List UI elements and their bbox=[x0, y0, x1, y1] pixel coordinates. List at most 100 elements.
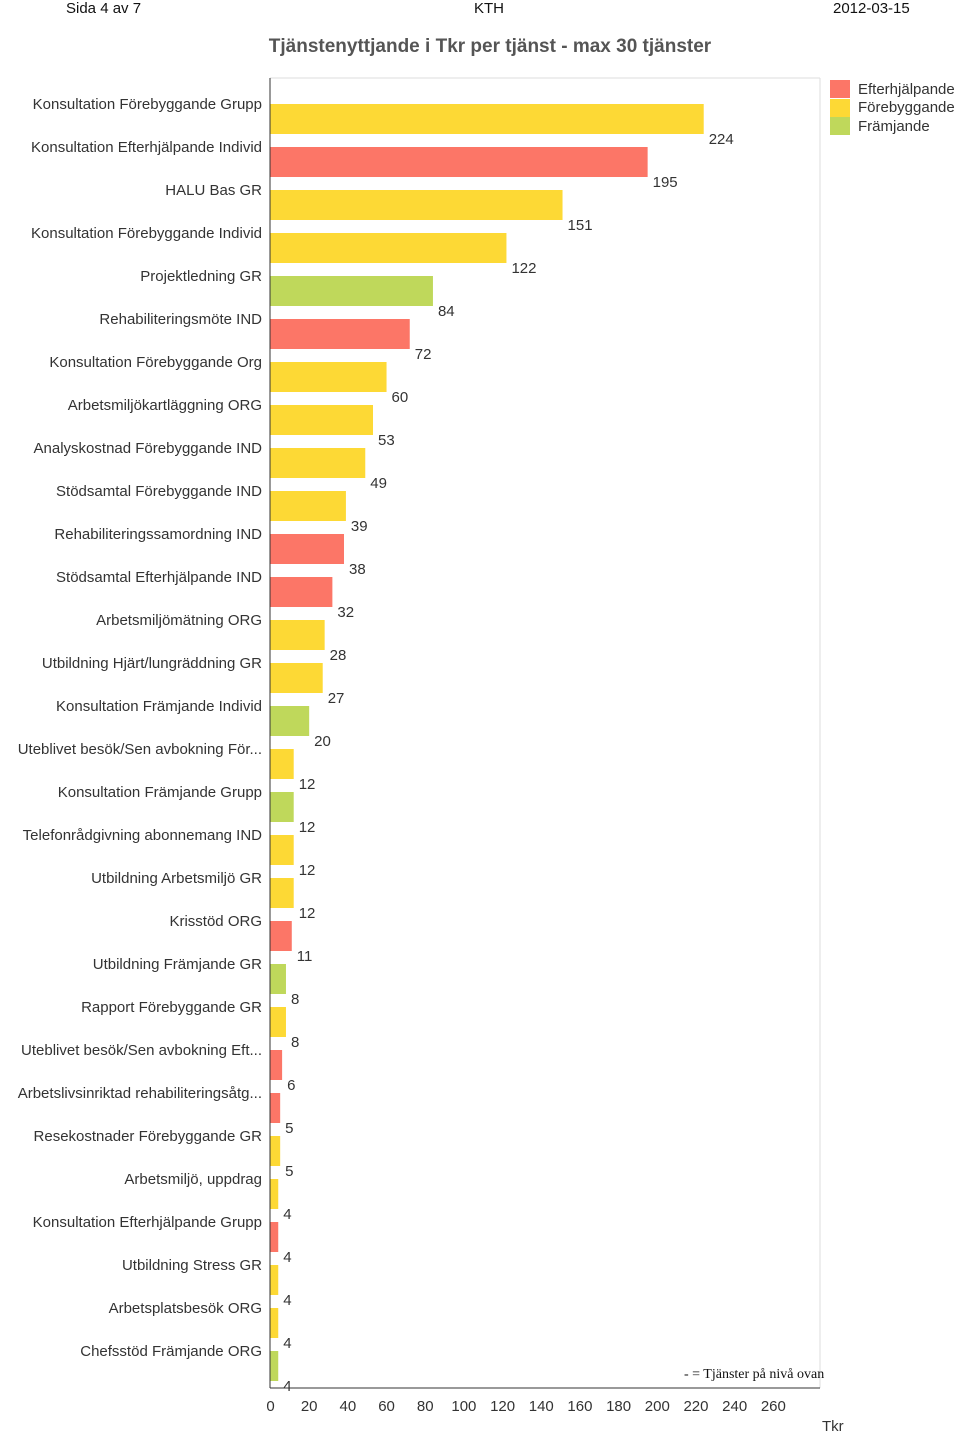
bar-category-label: Arbetsplatsbesök ORG bbox=[109, 1300, 262, 1317]
x-tick-label: 100 bbox=[451, 1398, 476, 1415]
x-tick-label: 20 bbox=[301, 1398, 318, 1415]
page-number: Sida 4 av 7 bbox=[66, 0, 142, 17]
bar-value-label: 53 bbox=[378, 432, 395, 449]
chart-legend: Efterhjälpande Förebyggande Främjande bbox=[830, 80, 955, 136]
organization-name: KTH bbox=[474, 0, 504, 17]
bar-category-label: Rehabiliteringsmöte IND bbox=[99, 311, 262, 328]
bar-value-label: 20 bbox=[314, 733, 331, 750]
bar-category-label: Konsultation Förebyggande Individ bbox=[31, 225, 262, 242]
bar-value-label: 5 bbox=[285, 1163, 293, 1180]
bar-category-label: Analyskostnad Förebyggande IND bbox=[34, 440, 263, 457]
bar bbox=[270, 448, 366, 478]
bar bbox=[270, 749, 294, 779]
bar bbox=[270, 878, 294, 908]
bar-category-label: Rehabiliteringssamordning IND bbox=[54, 526, 262, 543]
bar-category-label: Uteblivet besök/Sen avbokning För... bbox=[18, 741, 262, 758]
bar bbox=[270, 104, 704, 134]
bar-value-label: 122 bbox=[511, 260, 536, 277]
bar-category-label: Konsultation Förebyggande Grupp bbox=[33, 96, 262, 113]
bar-category-label: Arbetslivsinriktad rehabiliteringsåtg... bbox=[18, 1085, 262, 1102]
x-tick-label: 240 bbox=[722, 1398, 747, 1415]
legend-item: Efterhjälpande bbox=[830, 80, 955, 99]
bar bbox=[270, 792, 294, 822]
bar bbox=[270, 1351, 279, 1381]
x-tick-label: 180 bbox=[606, 1398, 631, 1415]
bar-value-label: 38 bbox=[349, 561, 366, 578]
bar-value-label: 12 bbox=[299, 819, 316, 836]
x-tick-label: 140 bbox=[529, 1398, 554, 1415]
bar-value-label: 224 bbox=[709, 131, 734, 148]
x-axis-label: Tkr bbox=[822, 1418, 844, 1435]
x-tick-label: 0 bbox=[266, 1398, 274, 1415]
bar-value-label: 4 bbox=[283, 1206, 291, 1223]
bar-category-label: Utbildning Främjande GR bbox=[93, 956, 262, 973]
x-tick-label: 160 bbox=[567, 1398, 592, 1415]
bar bbox=[270, 1308, 279, 1338]
bar-value-label: 195 bbox=[653, 174, 678, 191]
bar-category-label: Utbildning Arbetsmiljö GR bbox=[91, 870, 262, 887]
x-tick-label: 120 bbox=[490, 1398, 515, 1415]
bar bbox=[270, 1222, 279, 1252]
bar bbox=[270, 233, 507, 263]
bar bbox=[270, 663, 323, 693]
bar bbox=[270, 491, 346, 521]
legend-swatch bbox=[830, 98, 850, 117]
x-tick-label: 40 bbox=[340, 1398, 357, 1415]
bar bbox=[270, 1136, 281, 1166]
bar-value-label: 151 bbox=[568, 217, 593, 234]
bar bbox=[270, 706, 310, 736]
bar-category-label: Telefonrådgivning abonnemang IND bbox=[23, 827, 262, 844]
legend-label: Främjande bbox=[858, 117, 930, 135]
bar-category-label: Rapport Förebyggande GR bbox=[81, 999, 262, 1016]
bar-value-label: 4 bbox=[283, 1378, 291, 1395]
report-date: 2012-03-15 bbox=[833, 0, 910, 17]
bar-value-label: 60 bbox=[392, 389, 409, 406]
bar bbox=[270, 276, 433, 306]
x-tick-label: 200 bbox=[645, 1398, 670, 1415]
bar-category-label: Krisstöd ORG bbox=[169, 913, 262, 930]
bar bbox=[270, 1265, 279, 1295]
bar-value-label: 11 bbox=[297, 948, 313, 965]
bar-category-label: Uteblivet besök/Sen avbokning Eft... bbox=[21, 1042, 262, 1059]
bar bbox=[270, 620, 325, 650]
bar bbox=[270, 534, 344, 564]
bar-value-label: 4 bbox=[283, 1335, 291, 1352]
x-tick-label: 220 bbox=[683, 1398, 708, 1415]
bar-value-label: 49 bbox=[370, 475, 387, 492]
bar-category-label: Utbildning Hjärt/lungräddning GR bbox=[42, 655, 262, 672]
bar-value-label: 32 bbox=[337, 604, 354, 621]
x-tick-label: 260 bbox=[761, 1398, 786, 1415]
bar bbox=[270, 362, 387, 392]
bar bbox=[270, 835, 294, 865]
bar-category-label: Konsultation Efterhjälpande Individ bbox=[31, 139, 262, 156]
bar-value-label: 28 bbox=[330, 647, 347, 664]
chart-title: Tjänstenyttjande i Tkr per tjänst - max … bbox=[268, 36, 712, 57]
x-tick-label: 80 bbox=[417, 1398, 434, 1415]
bar bbox=[270, 1050, 283, 1080]
bar bbox=[270, 1179, 279, 1209]
bar-value-label: 8 bbox=[291, 991, 299, 1008]
bar-value-label: 27 bbox=[328, 690, 345, 707]
legend-label: Förebyggande bbox=[858, 99, 955, 117]
bar bbox=[270, 147, 648, 177]
bar bbox=[270, 921, 292, 951]
bar-value-label: 6 bbox=[287, 1077, 295, 1094]
bar-category-label: HALU Bas GR bbox=[165, 182, 262, 199]
bar-category-label: Arbetsmiljö, uppdrag bbox=[124, 1171, 262, 1188]
legend-item: Förebyggande bbox=[830, 98, 955, 118]
bar-category-label: Konsultation Förebyggande Org bbox=[49, 354, 262, 371]
bar-value-label: 39 bbox=[351, 518, 368, 535]
bar-category-label: Konsultation Främjande Grupp bbox=[58, 784, 262, 801]
chart-note: - = Tjänster på nivå ovan bbox=[684, 1367, 825, 1382]
bar-value-label: 5 bbox=[285, 1120, 293, 1137]
bar-value-label: 12 bbox=[299, 776, 316, 793]
bar-category-label: Resekostnader Förebyggande GR bbox=[34, 1128, 263, 1145]
x-tick-label: 60 bbox=[378, 1398, 395, 1415]
bar-category-label: Utbildning Stress GR bbox=[122, 1257, 262, 1274]
bar-category-label: Chefsstöd Främjande ORG bbox=[80, 1343, 262, 1360]
bar-value-label: 4 bbox=[283, 1292, 291, 1309]
bar-category-label: Stödsamtal Efterhjälpande IND bbox=[56, 569, 262, 586]
legend-swatch bbox=[830, 80, 850, 99]
bar-value-label: 72 bbox=[415, 346, 432, 363]
